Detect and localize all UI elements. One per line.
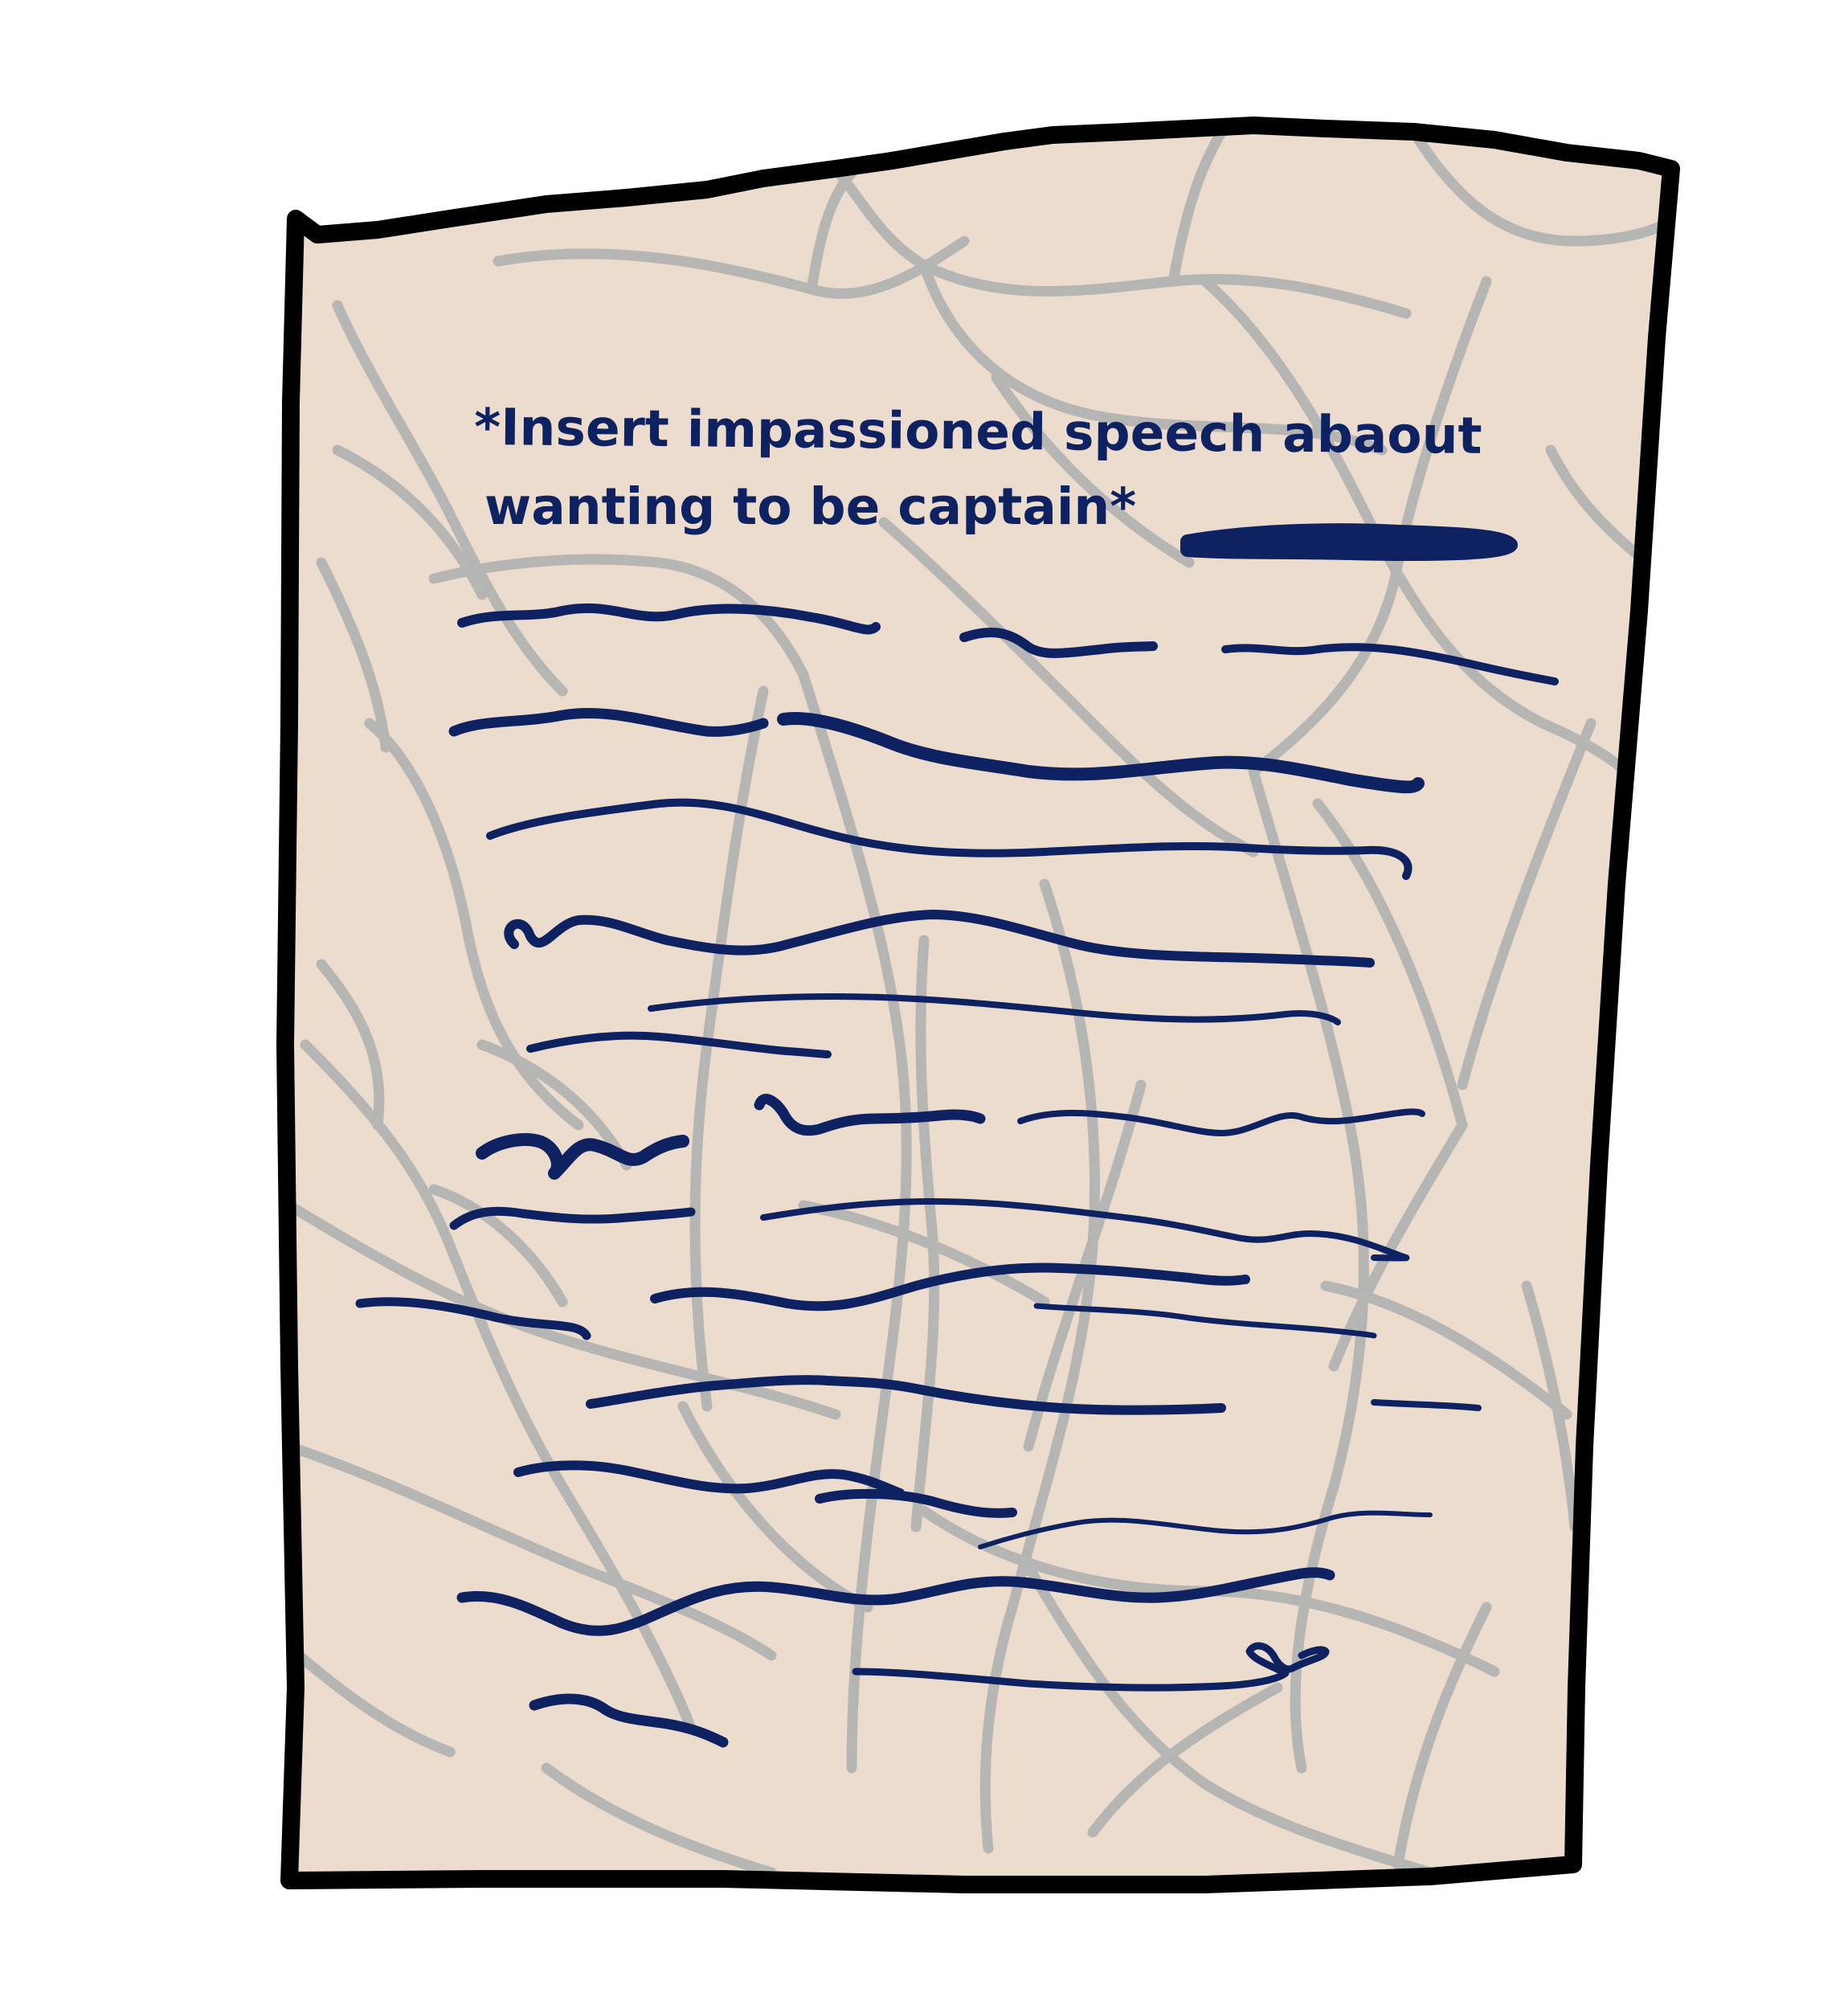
note-line-2: wanting to be captain* — [484, 477, 1136, 536]
scribble-lines — [355, 523, 1559, 1748]
speech-placeholder-note: *Insert impassioned speech abaout wantin… — [474, 398, 1482, 536]
paper-outline — [276, 117, 1680, 1893]
note-line-1: *Insert impassioned speech abaout — [474, 398, 1482, 465]
